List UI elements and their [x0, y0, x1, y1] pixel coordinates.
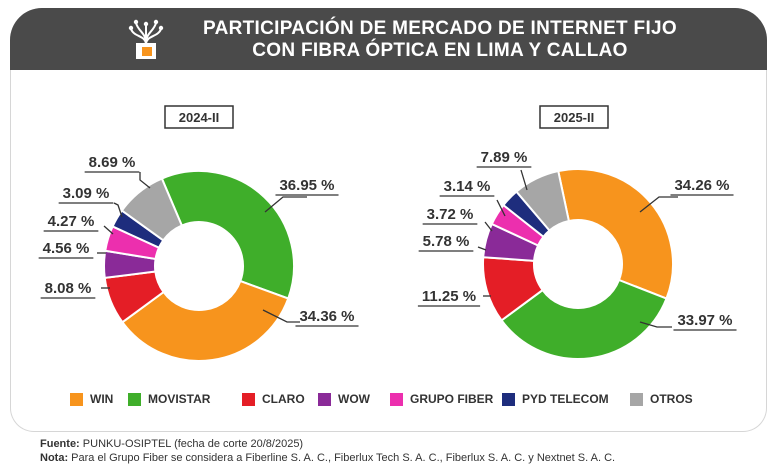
- legend-swatch-pyd-telecom: [502, 392, 515, 406]
- chart-title-line-1: PARTICIPACIÓN DE MERCADO DE INTERNET FIJ…: [203, 18, 677, 39]
- legend-swatch-claro: [242, 392, 255, 406]
- leader-line-2025-ii-win: [639, 196, 678, 213]
- chart-title-line-2: CON FIBRA ÓPTICA EN LIMA Y CALLAO: [252, 40, 628, 61]
- chart-footer: Fuente: PUNKU-OSIPTEL (fecha de corte 20…: [40, 437, 615, 465]
- legend-swatch-otros: [630, 392, 643, 406]
- period-box-2025-ii: [539, 105, 609, 129]
- value-label-2025-ii-otros: 7.89 %: [481, 149, 528, 166]
- value-label-2025-ii-grupo-fiber: 3.72 %: [427, 206, 474, 223]
- legend-swatch-grupo-fiber: [390, 392, 403, 406]
- legend-label-movistar: MOVISTAR: [148, 392, 211, 406]
- leader-line-2024-ii-movistar: [264, 196, 307, 213]
- leader-line-2024-ii-otros: [139, 172, 151, 189]
- donut-chart-2025-ii: 2025-II 34.26 % 33.97 % 11.25 % 5.78 % 3.72 %…: [417, 105, 737, 360]
- legend-item-grupo-fiber: GRUPO FIBER: [390, 392, 493, 406]
- legend-item-wow: WOW: [318, 392, 370, 406]
- note-line: Nota: Para el Grupo Fiber se considera a…: [40, 451, 615, 465]
- slice-2024-ii-win: [121, 279, 290, 362]
- value-label-2024-ii-win: 34.36 %: [299, 308, 354, 325]
- legend-item-win: WIN: [70, 392, 113, 406]
- value-label-2024-ii-claro: 8.08 %: [45, 280, 92, 297]
- legend-swatch-movistar: [128, 392, 141, 406]
- value-label-2025-ii-win: 34.26 %: [674, 177, 729, 194]
- legend-item-claro: CLARO: [242, 392, 305, 406]
- value-label-2024-ii-wow: 4.56 %: [43, 240, 90, 257]
- legend-label-grupo-fiber: GRUPO FIBER: [410, 392, 494, 406]
- legend-item-otros: OTROS: [630, 392, 693, 406]
- legend-item-movistar: MOVISTAR: [128, 392, 210, 406]
- slice-2024-ii-movistar: [160, 170, 295, 300]
- chart-header: PARTICIPACIÓN DE MERCADO DE INTERNET FIJ…: [10, 8, 767, 70]
- legend-label-wow: WOW: [338, 392, 370, 406]
- slice-2025-ii-win: [557, 168, 674, 300]
- leader-line-2025-ii-grupo-fiber: [484, 221, 493, 232]
- value-label-2024-ii-pyd-telecom: 3.09 %: [63, 185, 110, 202]
- period-label-2024-ii: 2024-II: [179, 110, 219, 125]
- legend-label-otros: OTROS: [650, 392, 693, 406]
- source-label: Fuente:: [40, 438, 80, 450]
- legend-swatch-win: [70, 392, 83, 406]
- slice-2024-ii-otros: [120, 177, 184, 242]
- source-text: PUNKU-OSIPTEL (fecha de corte 20/8/2025): [79, 438, 304, 450]
- legend-swatch-wow: [318, 392, 331, 406]
- legend-item-pyd-telecom: PYD TELECOM: [502, 392, 609, 406]
- value-label-2025-ii-pyd-telecom: 3.14 %: [444, 178, 491, 195]
- fiber-optic-icon: [128, 19, 164, 59]
- chart-legend: WIN MOVISTAR CLARO WOW GRUPO FIBER PYD TELECO…: [70, 392, 730, 412]
- leader-line-2024-ii-pyd-telecom: [113, 202, 123, 218]
- leader-line-2025-ii-pyd-telecom: [496, 199, 506, 217]
- period-box-2024-ii: [164, 105, 234, 129]
- value-label-2025-ii-movistar: 33.97 %: [677, 312, 732, 329]
- slice-2025-ii-movistar: [500, 278, 668, 360]
- legend-label-pyd-telecom: PYD TELECOM: [522, 392, 609, 406]
- leader-line-2025-ii-wow: [477, 246, 487, 251]
- value-label-2024-ii-movistar: 36.95 %: [279, 177, 334, 194]
- value-label-2025-ii-wow: 5.78 %: [423, 233, 470, 250]
- legend-label-claro: CLARO: [262, 392, 305, 406]
- note-label: Nota:: [40, 452, 69, 464]
- legend-label-win: WIN: [90, 392, 114, 406]
- value-label-2024-ii-grupo-fiber: 4.27 %: [48, 213, 95, 230]
- leader-line-2024-ii-win: [262, 309, 300, 323]
- value-label-2024-ii-otros: 8.69 %: [89, 154, 136, 171]
- period-label-2025-ii: 2025-II: [554, 110, 594, 125]
- chart-title: PARTICIPACIÓN DE MERCADO DE INTERNET FIJ…: [180, 18, 700, 62]
- value-label-2025-ii-claro: 11.25 %: [422, 288, 476, 305]
- slice-2025-ii-otros: [515, 169, 571, 232]
- source-line: Fuente: PUNKU-OSIPTEL (fecha de corte 20…: [40, 437, 615, 451]
- note-text: Para el Grupo Fiber se considera a Fiber…: [68, 452, 616, 464]
- leader-line-2025-ii-otros: [520, 169, 528, 191]
- leader-line-2024-ii-grupo-fiber: [103, 225, 114, 235]
- donut-chart-2024-ii: 2024-II 36.95 % 34.36 % 8.08 % 4.56 % 4.27 % 3…: [38, 105, 359, 362]
- leader-line-2025-ii-movistar: [639, 321, 672, 328]
